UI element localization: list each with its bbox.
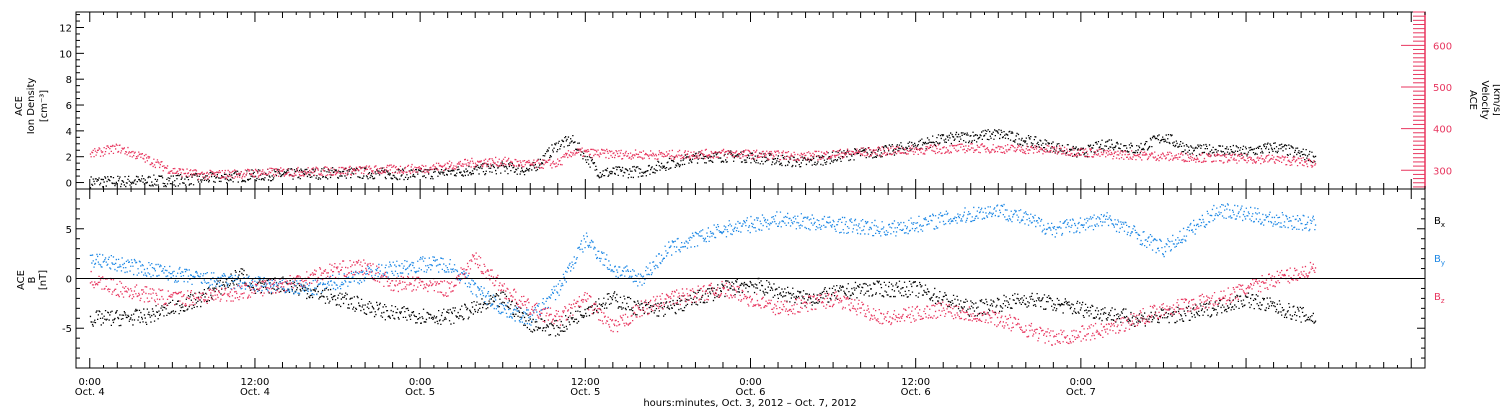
bottom-left-tick-label: 5: [66, 225, 72, 236]
top-right-axis-label: ACE Velocity [km/s]: [1467, 80, 1500, 119]
top-right-tick-label: 600: [1433, 41, 1452, 52]
bottom-left-label-line-3: [nT]: [38, 270, 49, 290]
bottom-left-tick-label: -5: [62, 324, 72, 335]
bottom-left-tick-label: 0: [66, 275, 72, 286]
top-left-tick-label: 0: [66, 179, 72, 190]
legend-entry-bx: Bx: [1434, 216, 1445, 229]
top-left-tick-label: 10: [59, 49, 72, 60]
top-left-label-line-2: Ion Density: [26, 78, 37, 135]
top-left-tick-label: 6: [66, 101, 72, 112]
x-tick-time-label: 0:00: [79, 377, 101, 388]
x-tick-date-label: Oct. 6: [901, 387, 931, 398]
x-tick-time-label: 12:00: [901, 377, 930, 388]
series-by-points: [89, 203, 1317, 326]
top-left-tick-label: 2: [66, 153, 72, 164]
x-tick-time-label: 12:00: [571, 377, 600, 388]
bfield-legend: Bx By Bz: [1434, 216, 1445, 305]
series-bz-points: [89, 252, 1317, 346]
x-tick-time-label: 0:00: [1070, 377, 1092, 388]
bottom-left-axis-label: ACE B [nT]: [16, 270, 49, 290]
top-right-tick-label: 400: [1433, 125, 1452, 136]
top-left-tick-label: 8: [66, 75, 72, 86]
series-velocity-points: [89, 143, 1317, 180]
top-left-tick-label: 12: [59, 24, 72, 35]
top-right-label-line-2: Velocity: [1479, 80, 1490, 119]
series-bx-points: [89, 268, 1317, 337]
x-tick-time-label: 0:00: [739, 377, 761, 388]
top-right-tick-label: 500: [1433, 83, 1452, 94]
x-tick-date-label: Oct. 4: [240, 387, 270, 398]
legend-entry-by: By: [1434, 254, 1445, 267]
top-right-tick-label: 300: [1433, 166, 1452, 177]
series-ion-density-points: [89, 129, 1317, 189]
bottom-left-label-line-2: B: [27, 276, 38, 283]
x-tick-date-label: Oct. 4: [75, 387, 105, 398]
top-left-tick-label: 4: [66, 127, 72, 138]
bottom-left-label-line-1: ACE: [16, 270, 27, 290]
x-tick-date-label: Oct. 5: [570, 387, 600, 398]
x-tick-time-label: 0:00: [409, 377, 431, 388]
top-right-label-line-1: ACE: [1467, 90, 1478, 110]
top-right-label-line-3: [km/s]: [1491, 84, 1500, 116]
legend-entry-bz: Bz: [1434, 292, 1445, 305]
x-tick-date-label: Oct. 6: [735, 387, 765, 398]
top-left-label-line-1: ACE: [14, 96, 25, 116]
x-tick-date-label: Oct. 7: [1066, 387, 1096, 398]
x-axis-title: hours:minutes, Oct. 3, 2012 – Oct. 7, 20…: [643, 398, 856, 409]
top-left-label-line-3: [cm⁻³]: [39, 90, 50, 122]
x-tick-date-label: Oct. 5: [405, 387, 435, 398]
top-left-axis-label: ACE Ion Density [cm⁻³]: [14, 78, 50, 135]
x-tick-time-label: 12:00: [241, 377, 270, 388]
